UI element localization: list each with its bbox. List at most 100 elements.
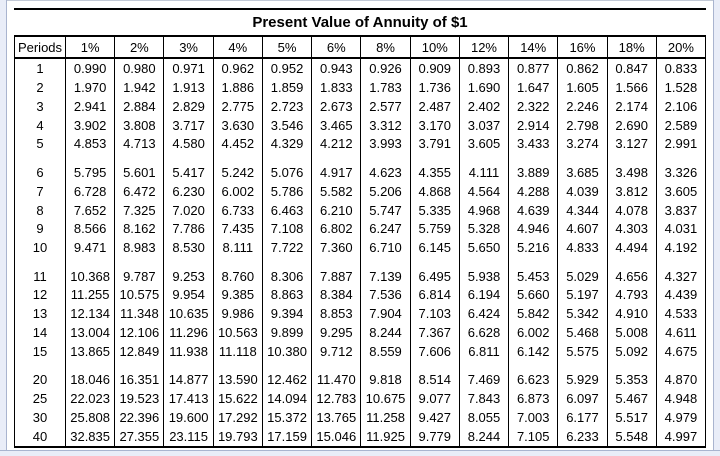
value-cell: 3.274	[558, 134, 608, 154]
value-cell: 2.798	[558, 115, 608, 135]
value-cell: 5.342	[558, 304, 608, 324]
value-cell: 1.647	[509, 77, 559, 97]
value-cell: 11.470	[312, 370, 362, 390]
value-cell: 7.843	[460, 389, 510, 409]
value-cell: 4.327	[664, 268, 698, 284]
value-cell: 5.601	[115, 162, 165, 182]
value-cell: 17.292	[214, 408, 263, 428]
value-cell: 3.605	[460, 134, 510, 154]
value-cell: 6.177	[558, 408, 608, 428]
column-header: Periods	[15, 37, 66, 57]
spacer-cell	[312, 257, 362, 267]
value-cell: 9.779	[411, 427, 460, 446]
spacer-cell	[411, 153, 460, 163]
value-cell: 7.435	[214, 219, 263, 239]
value-cell: 4.344	[558, 200, 608, 220]
value-cell: 0.909	[411, 59, 460, 78]
value-cell: 6.210	[312, 200, 362, 220]
value-cell: 3.605	[664, 183, 698, 199]
table-row: 8 7.652 7.325 7.020 6.733 6.463 6.210 5.747 5.33…	[15, 200, 705, 220]
column-header: 14%	[509, 37, 559, 57]
value-cell: 0.877	[509, 59, 559, 78]
spacer-cell	[361, 153, 411, 163]
value-cell: 4.494	[608, 238, 657, 258]
spacer-cell	[361, 361, 411, 371]
spacer-cell	[164, 257, 214, 267]
value-cell: 8.384	[312, 285, 362, 305]
value-cell: 13.865	[66, 342, 116, 361]
value-cell: 19.523	[115, 389, 165, 409]
value-cell: 2.106	[664, 98, 698, 114]
window-edge-left	[0, 0, 7, 456]
value-cell: 7.103	[411, 304, 460, 324]
value-cell: 2.775	[214, 96, 263, 116]
spacer-cell	[115, 153, 165, 163]
value-cell: 3.546	[263, 115, 313, 135]
value-cell: 3.465	[312, 115, 362, 135]
value-cell: 5.076	[263, 162, 313, 182]
value-cell: 10.635	[164, 304, 214, 324]
value-cell: 0.943	[312, 59, 362, 78]
value-cell: 2.941	[66, 96, 116, 116]
value-cell: 5.467	[608, 389, 657, 409]
value-cell: 27.355	[115, 427, 165, 446]
spacer-cell	[608, 153, 657, 163]
value-cell: 5.029	[558, 266, 608, 286]
value-cell: 6.811	[460, 342, 510, 361]
value-cell: 5.242	[214, 162, 263, 182]
value-cell: 11.348	[115, 304, 165, 324]
spacer-cell	[164, 361, 214, 371]
period-cell: 15	[15, 342, 66, 361]
value-cell: 7.536	[361, 285, 411, 305]
value-cell: 1.970	[66, 77, 116, 97]
period-cell: 10	[15, 238, 66, 258]
spacer-cell	[558, 257, 608, 267]
spacer-cell	[115, 257, 165, 267]
value-cell: 32.835	[66, 427, 116, 446]
table-row: 15 13.865 12.849 11.938 11.118 10.380 9.712 8.5…	[15, 342, 705, 361]
value-cell: 4.039	[558, 181, 608, 201]
value-cell: 2.884	[115, 96, 165, 116]
value-cell: 2.690	[608, 115, 657, 135]
value-cell: 4.853	[66, 134, 116, 154]
value-cell: 6.472	[115, 181, 165, 201]
value-cell: 7.904	[361, 304, 411, 324]
period-cell: 11	[15, 266, 66, 286]
value-cell: 4.439	[664, 287, 698, 303]
column-header: 10%	[411, 37, 460, 57]
value-cell: 2.174	[608, 96, 657, 116]
table-row: 11 10.368 9.787 9.253 8.760 8.306 7.887 7.139 6.…	[15, 266, 705, 286]
value-cell: 7.139	[361, 266, 411, 286]
value-cell: 7.108	[263, 219, 313, 239]
value-cell: 4.329	[263, 134, 313, 154]
value-cell: 2.589	[664, 117, 698, 133]
table-row: 3 2.941 2.884 2.829 2.775 2.723 2.673 2.577 2.48…	[15, 96, 705, 116]
column-header: 8%	[361, 37, 411, 57]
spacer-cell	[15, 153, 66, 163]
period-cell: 4	[15, 115, 66, 135]
value-cell: 1.528	[664, 79, 698, 95]
value-cell: 4.111	[460, 162, 510, 182]
value-cell: 4.997	[664, 429, 698, 444]
value-cell: 6.142	[509, 342, 559, 361]
value-cell: 7.887	[312, 266, 362, 286]
value-cell: 3.837	[664, 202, 698, 218]
table-grid: Periods 1% 2% 3% 4% 5% 6% 8% 10% 12% 14% 16% 18% 20% 1…	[14, 35, 706, 448]
value-cell: 6.247	[361, 219, 411, 239]
value-cell: 15.372	[263, 408, 313, 428]
value-cell: 0.971	[164, 59, 214, 78]
value-cell: 5.216	[509, 238, 559, 258]
value-cell: 8.559	[361, 342, 411, 361]
value-cell: 14.877	[164, 370, 214, 390]
table-row: 20 18.046 16.351 14.877 13.590 12.462 11.470 9.…	[15, 370, 705, 390]
value-cell: 5.660	[509, 285, 559, 305]
value-cell: 0.833	[664, 60, 698, 76]
spacer-cell	[558, 361, 608, 371]
spacer-cell	[608, 257, 657, 267]
value-cell: 10.380	[263, 342, 313, 361]
table-title: Present Value of Annuity of $1	[14, 8, 706, 35]
value-cell: 6.194	[460, 285, 510, 305]
value-cell: 4.639	[509, 200, 559, 220]
value-cell: 5.795	[66, 162, 116, 182]
